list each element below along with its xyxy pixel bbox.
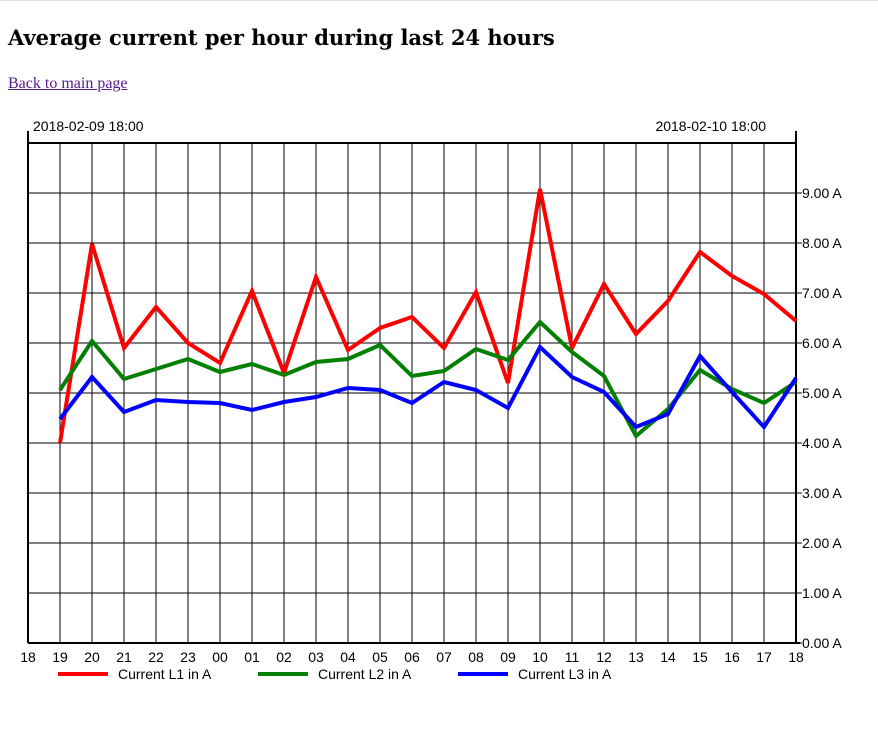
x-tick-label: 21 <box>116 649 132 665</box>
x-tick-label: 08 <box>468 649 484 665</box>
end-time-label: 2018-02-10 18:00 <box>655 118 766 134</box>
x-tick-label: 19 <box>52 649 68 665</box>
y-tick-label: 4.00 A <box>802 435 842 451</box>
x-tick-label: 00 <box>212 649 228 665</box>
y-tick-label: 2.00 A <box>802 535 842 551</box>
x-tick-label: 07 <box>436 649 452 665</box>
chart-labels: 18 19 20 21 22 23 00 01 02 03 04 05 06 07 08 09 10 11 12 13… <box>20 118 842 665</box>
page-title: Average current per hour during last 24 … <box>8 25 555 50</box>
y-tick-label: 5.00 A <box>802 385 842 401</box>
y-tick-label: 6.00 A <box>802 335 842 351</box>
x-tick-label: 01 <box>244 649 260 665</box>
x-tick-label: 13 <box>628 649 644 665</box>
x-tick-label: 12 <box>596 649 612 665</box>
x-tick-label: 14 <box>660 649 676 665</box>
x-tick-label: 15 <box>692 649 708 665</box>
chart-grid <box>28 143 796 643</box>
y-tick-label: 1.00 A <box>802 585 842 601</box>
line-chart: 18 19 20 21 22 23 00 01 02 03 04 05 06 07 08 09 10 11 12 13… <box>20 118 842 682</box>
y-tick-label: 8.00 A <box>802 235 842 251</box>
x-tick-label: 16 <box>724 649 740 665</box>
y-tick-label: 0.00 A <box>802 635 842 651</box>
legend-label-2: Current L2 in A <box>318 666 412 682</box>
x-tick-label: 02 <box>276 649 292 665</box>
x-tick-label: 05 <box>372 649 388 665</box>
chart-frame <box>27 131 802 644</box>
x-tick-label: 18 <box>788 649 804 665</box>
x-tick-label: 04 <box>340 649 356 665</box>
start-time-label: 2018-02-09 18:00 <box>33 118 144 134</box>
y-tick-label: 7.00 A <box>802 285 842 301</box>
back-to-main-link[interactable]: Back to main page <box>8 75 128 92</box>
x-tick-label: 22 <box>148 649 164 665</box>
x-tick-label: 23 <box>180 649 196 665</box>
chart-legend: Current L1 in A Current L2 in A Current L3… <box>58 666 612 682</box>
x-tick-label: 11 <box>565 649 580 665</box>
legend-label-1: Current L1 in A <box>118 666 212 682</box>
series-line-3 <box>58 343 798 431</box>
chart-series-lines <box>58 188 798 444</box>
x-tick-label: 18 <box>20 649 36 665</box>
y-tick-label: 9.00 A <box>802 185 842 201</box>
x-tick-label: 09 <box>500 649 516 665</box>
x-tick-label: 10 <box>532 649 548 665</box>
x-tick-label: 17 <box>756 649 772 665</box>
series-line-1 <box>58 188 798 444</box>
y-tick-label: 3.00 A <box>802 485 842 501</box>
x-tick-label: 20 <box>84 649 100 665</box>
x-tick-label: 03 <box>308 649 324 665</box>
x-tick-label: 06 <box>404 649 420 665</box>
legend-label-3: Current L3 in A <box>518 666 612 682</box>
